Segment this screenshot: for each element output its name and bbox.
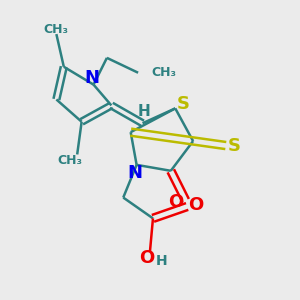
Text: N: N bbox=[85, 69, 100, 87]
Text: CH₃: CH₃ bbox=[44, 23, 69, 36]
Text: CH₃: CH₃ bbox=[152, 66, 176, 79]
Text: O: O bbox=[188, 196, 203, 214]
Text: N: N bbox=[128, 164, 142, 182]
Text: CH₃: CH₃ bbox=[57, 154, 82, 167]
Text: O: O bbox=[169, 193, 184, 211]
Text: S: S bbox=[177, 95, 190, 113]
Text: H: H bbox=[156, 254, 168, 268]
Text: O: O bbox=[140, 249, 155, 267]
Text: S: S bbox=[228, 136, 241, 154]
Text: H: H bbox=[138, 104, 150, 119]
